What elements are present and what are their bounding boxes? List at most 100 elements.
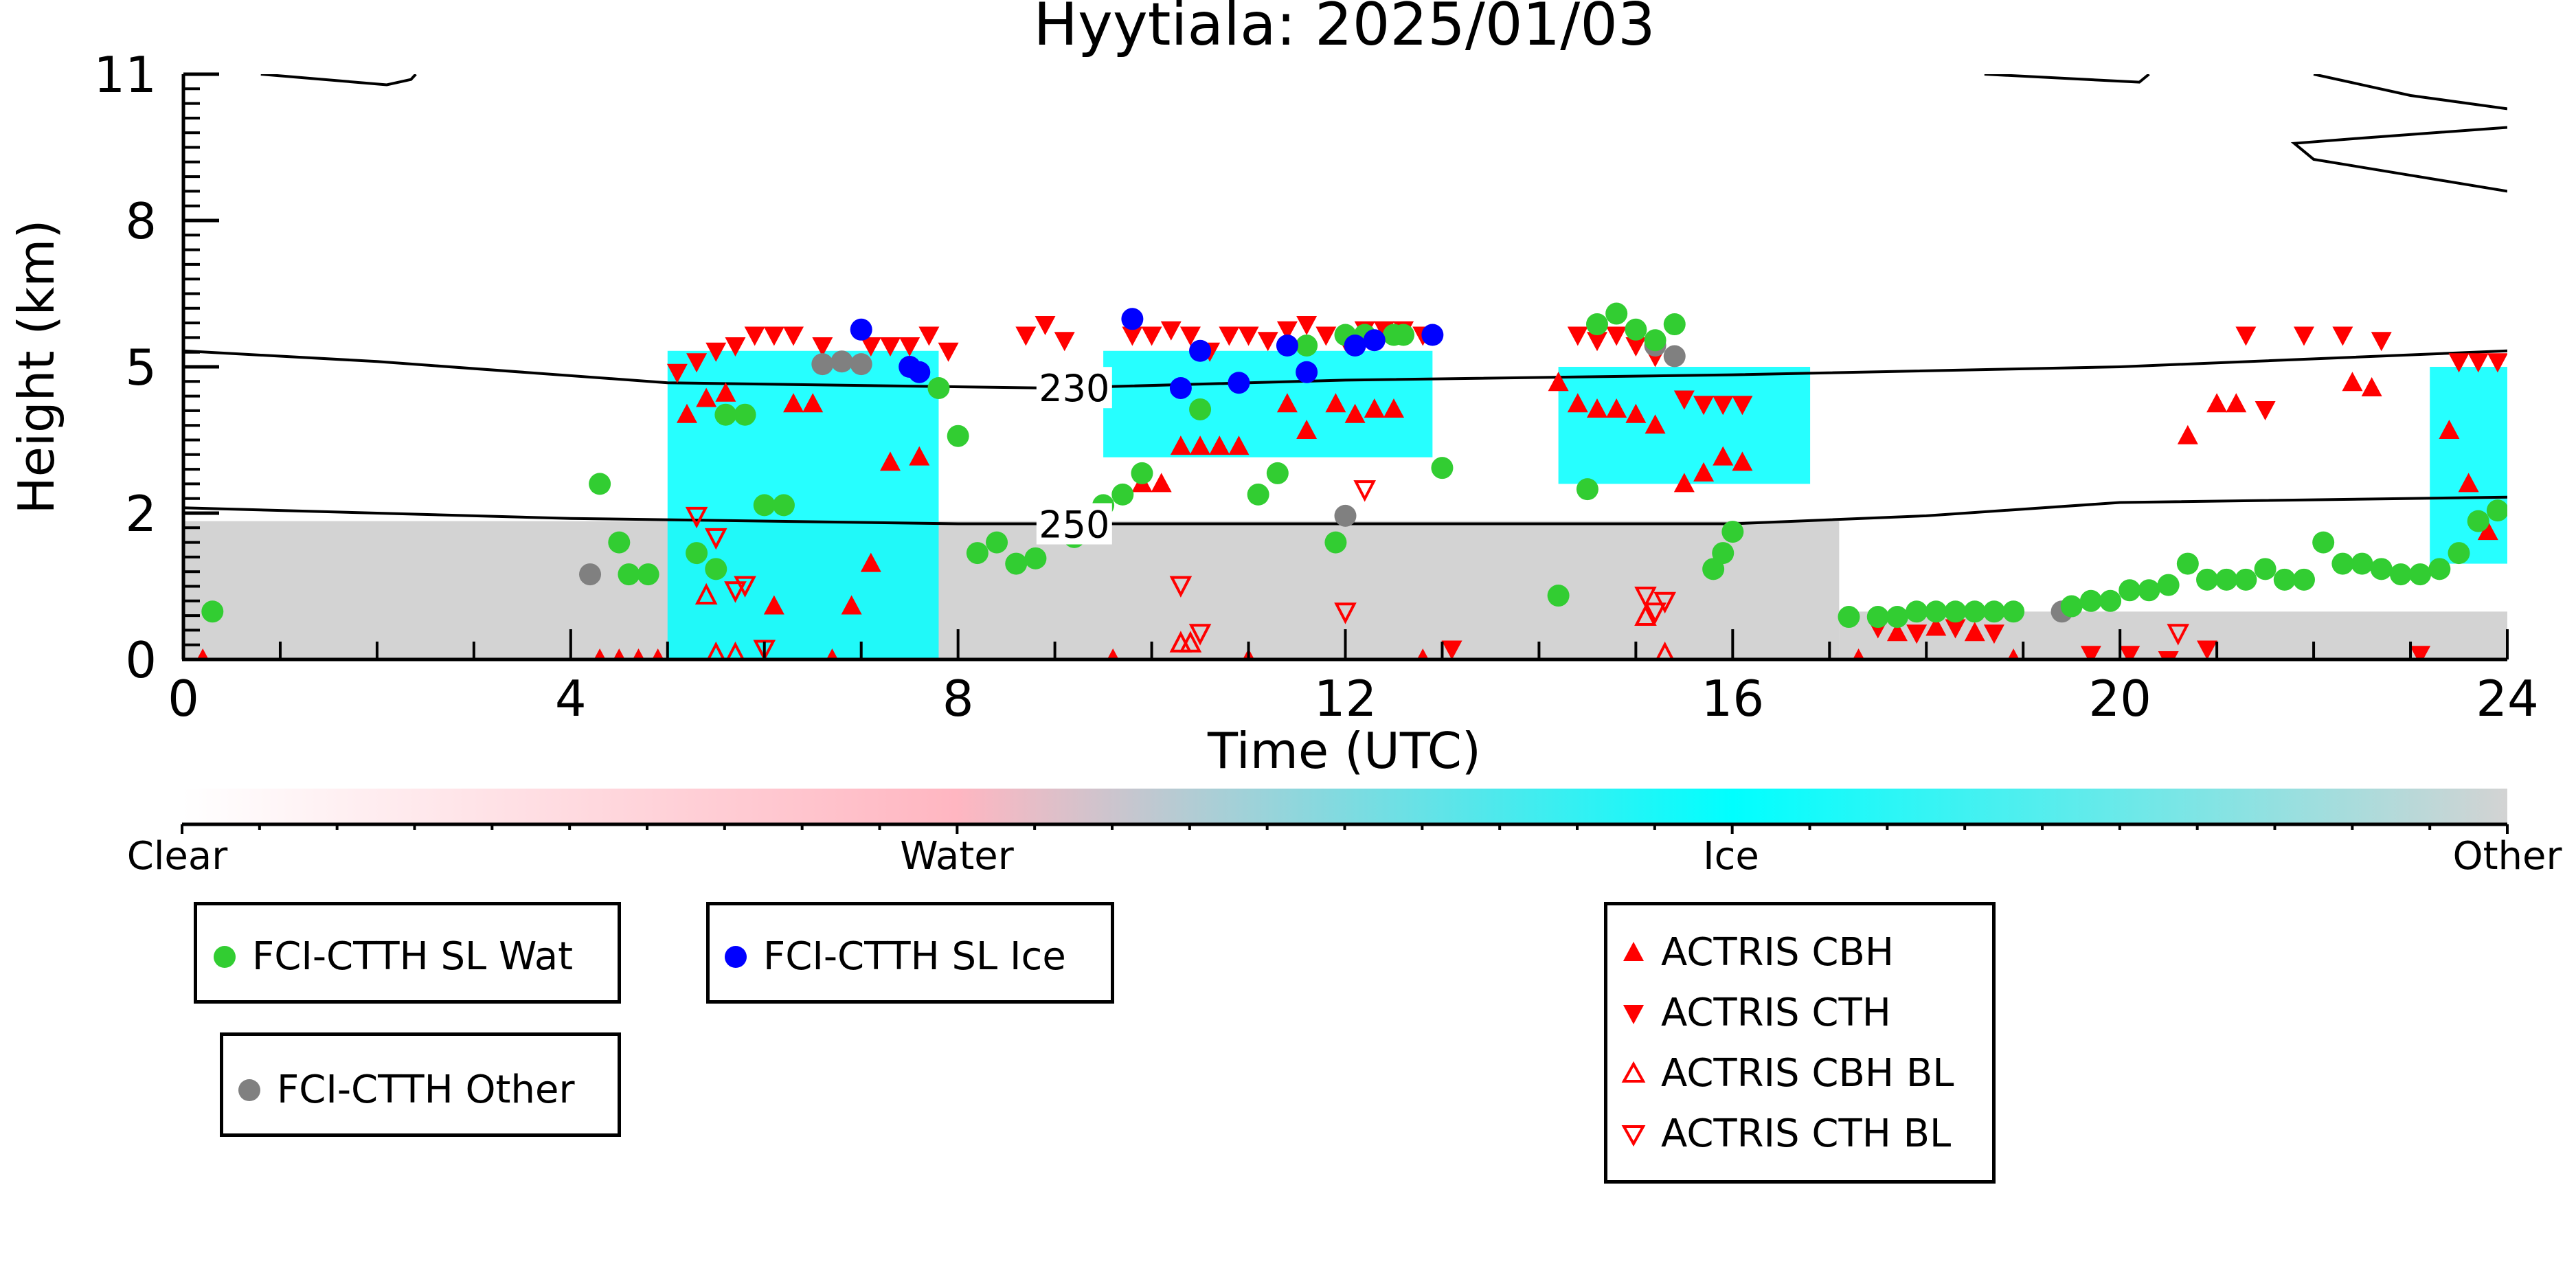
marker-fci-ctth-sl-wat — [1944, 600, 1967, 623]
marker-fci-ctth-sl-wat — [1131, 462, 1153, 484]
marker-fci-ctth-sl-wat — [637, 563, 659, 586]
contour-labels: 230 250 — [1036, 367, 1112, 546]
marker-actris-cth-bl — [704, 528, 727, 550]
marker-fci-ctth-sl-wat — [2486, 499, 2507, 522]
marker-actris-cbh — [1964, 622, 1985, 642]
legend-entry-fci-sl-wat: FCI-CTTH SL Wat — [210, 934, 573, 979]
marker-fci-ctth-sl-wat — [1925, 600, 1947, 623]
marker-actris-cbh — [594, 648, 606, 659]
green-circle-marker-icon — [214, 945, 236, 968]
legend-entry-actris-cth: ACTRIS CTH — [1618, 991, 1891, 1035]
marker-actris-cth — [1035, 316, 1056, 336]
marker-fci-ctth-sl-wat — [966, 542, 988, 565]
colorbar-label-clear: Clear — [127, 834, 228, 879]
marker-actris-cth — [744, 326, 765, 346]
marker-actris-cth — [1257, 332, 1278, 352]
marker-fci-ctth-sl-wat — [1702, 558, 1725, 580]
temperature-contours — [183, 74, 2507, 526]
y-tick-label: 11 — [93, 46, 157, 104]
marker-fci-ctth-sl-wat — [927, 376, 950, 399]
colorbar — [182, 789, 2507, 824]
marker-actris-cth — [1219, 326, 1240, 346]
marker-actris-cth-bl — [1353, 480, 1376, 502]
legend-label: FCI-CTTH Other — [277, 1067, 575, 1112]
marker-actris-cth-bl — [1169, 576, 1193, 598]
data-markers — [196, 302, 2507, 659]
marker-fci-ctth-sl-wat — [2079, 589, 2102, 612]
marker-actris-cth — [879, 337, 901, 357]
marker-actris-cth-bl — [1634, 587, 1657, 609]
marker-actris-cbh — [1209, 436, 1230, 455]
marker-fci-ctth-sl-wat — [2002, 600, 2025, 623]
marker-actris-cth-bl — [753, 640, 776, 659]
marker-actris-cbh-bl — [706, 641, 725, 659]
marker-fci-ctth-sl-wat — [1585, 313, 1608, 336]
marker-actris-cth — [812, 337, 833, 357]
marker-actris-cth — [1441, 640, 1462, 659]
x-axis-label: Time (UTC) — [1207, 722, 1481, 780]
marker-actris-cbh — [1416, 648, 1429, 659]
marker-fci-ctth-sl-ice — [1344, 335, 1366, 357]
marker-fci-ctth-sl-wat — [1392, 324, 1415, 346]
marker-actris-cbh — [1732, 451, 1753, 471]
marker-actris-cth — [1693, 396, 1715, 416]
marker-actris-cbh — [1344, 403, 1366, 423]
y-tick-label: 0 — [125, 631, 157, 689]
marker-actris-cbh — [2342, 372, 2363, 392]
marker-fci-ctth-sl-wat — [2215, 568, 2238, 591]
marker-fci-ctth-sl-wat — [1712, 542, 1735, 565]
marker-fci-ctth-sl-wat — [753, 494, 776, 517]
marker-actris-cbh — [802, 393, 824, 413]
marker-actris-cth — [686, 353, 708, 373]
y-tick-label: 5 — [125, 339, 157, 396]
marker-fci-ctth-sl-wat — [1266, 462, 1289, 484]
marker-fci-ctth-sl-wat — [2467, 510, 2489, 532]
marker-actris-cth — [1179, 326, 1201, 346]
marker-actris-cbh — [1296, 419, 1318, 439]
marker-fci-ctth-sl-wat — [1644, 329, 1667, 352]
chart-title: Hyytiala: 2025/01/03 — [1033, 0, 1655, 59]
legend-label: ACTRIS CTH BL — [1661, 1111, 1952, 1156]
marker-actris-cbh — [715, 382, 736, 402]
marker-fci-ctth-sl-wat — [2254, 558, 2276, 580]
marker-actris-cth — [725, 337, 746, 357]
triangle-up-marker-icon — [1623, 941, 1644, 961]
marker-actris-cbh — [1713, 446, 1734, 466]
marker-actris-cbh-bl — [1634, 604, 1657, 626]
marker-actris-cbh — [1567, 393, 1588, 413]
marker-fci-ctth-sl-wat — [2176, 552, 2199, 575]
marker-actris-cbh — [1693, 462, 1715, 482]
triangle-down-marker-icon — [1623, 1004, 1644, 1024]
legend-entry-actris-cbh: ACTRIS CBH — [1618, 930, 1894, 975]
marker-fci-ctth-sl-wat — [1296, 335, 1318, 357]
marker-actris-cth — [1906, 624, 1928, 644]
marker-fci-ctth-sl-wat — [986, 531, 1008, 554]
marker-actris-cth — [1732, 396, 1753, 416]
marker-actris-cbh — [1228, 436, 1250, 455]
marker-actris-cbh — [632, 648, 645, 659]
marker-actris-cth — [1315, 326, 1337, 346]
marker-actris-cbh-bl — [1179, 631, 1202, 653]
marker-actris-cth — [1160, 321, 1182, 341]
marker-actris-cbh — [1151, 473, 1172, 493]
marker-actris-cbh — [826, 648, 838, 659]
marker-actris-cth — [2158, 651, 2179, 659]
marker-fci-ctth-sl-ice — [1121, 308, 1144, 330]
marker-actris-cbh-bl — [694, 583, 718, 605]
marker-actris-cth-bl — [1188, 624, 1212, 646]
marker-fci-ctth-sl-wat — [1247, 483, 1269, 506]
y-axis-label: Height (km) — [8, 220, 65, 515]
marker-fci-ctth-sl-wat — [2119, 579, 2141, 602]
marker-fci-ctth-sl-wat — [618, 563, 640, 586]
marker-actris-cbh — [763, 595, 784, 615]
marker-actris-cbh — [1364, 398, 1385, 418]
legend-entry-actris-cth-bl: ACTRIS CTH BL — [1618, 1111, 1951, 1156]
legend-label: FCI-CTTH SL Ice — [763, 934, 1066, 979]
legend-entry-actris-cbh-bl: ACTRIS CBH BL — [1618, 1051, 1954, 1096]
marker-fci-ctth-sl-wat — [2448, 542, 2470, 565]
y-axis-ticks: 0 2 5 8 11 — [93, 46, 219, 689]
marker-actris-cbh — [2206, 393, 2228, 413]
marker-actris-cth — [1586, 332, 1607, 352]
legend-entry-fci-sl-ice: FCI-CTTH SL Ice — [721, 934, 1066, 979]
open-triangle-down-marker-icon — [1621, 1125, 1646, 1146]
